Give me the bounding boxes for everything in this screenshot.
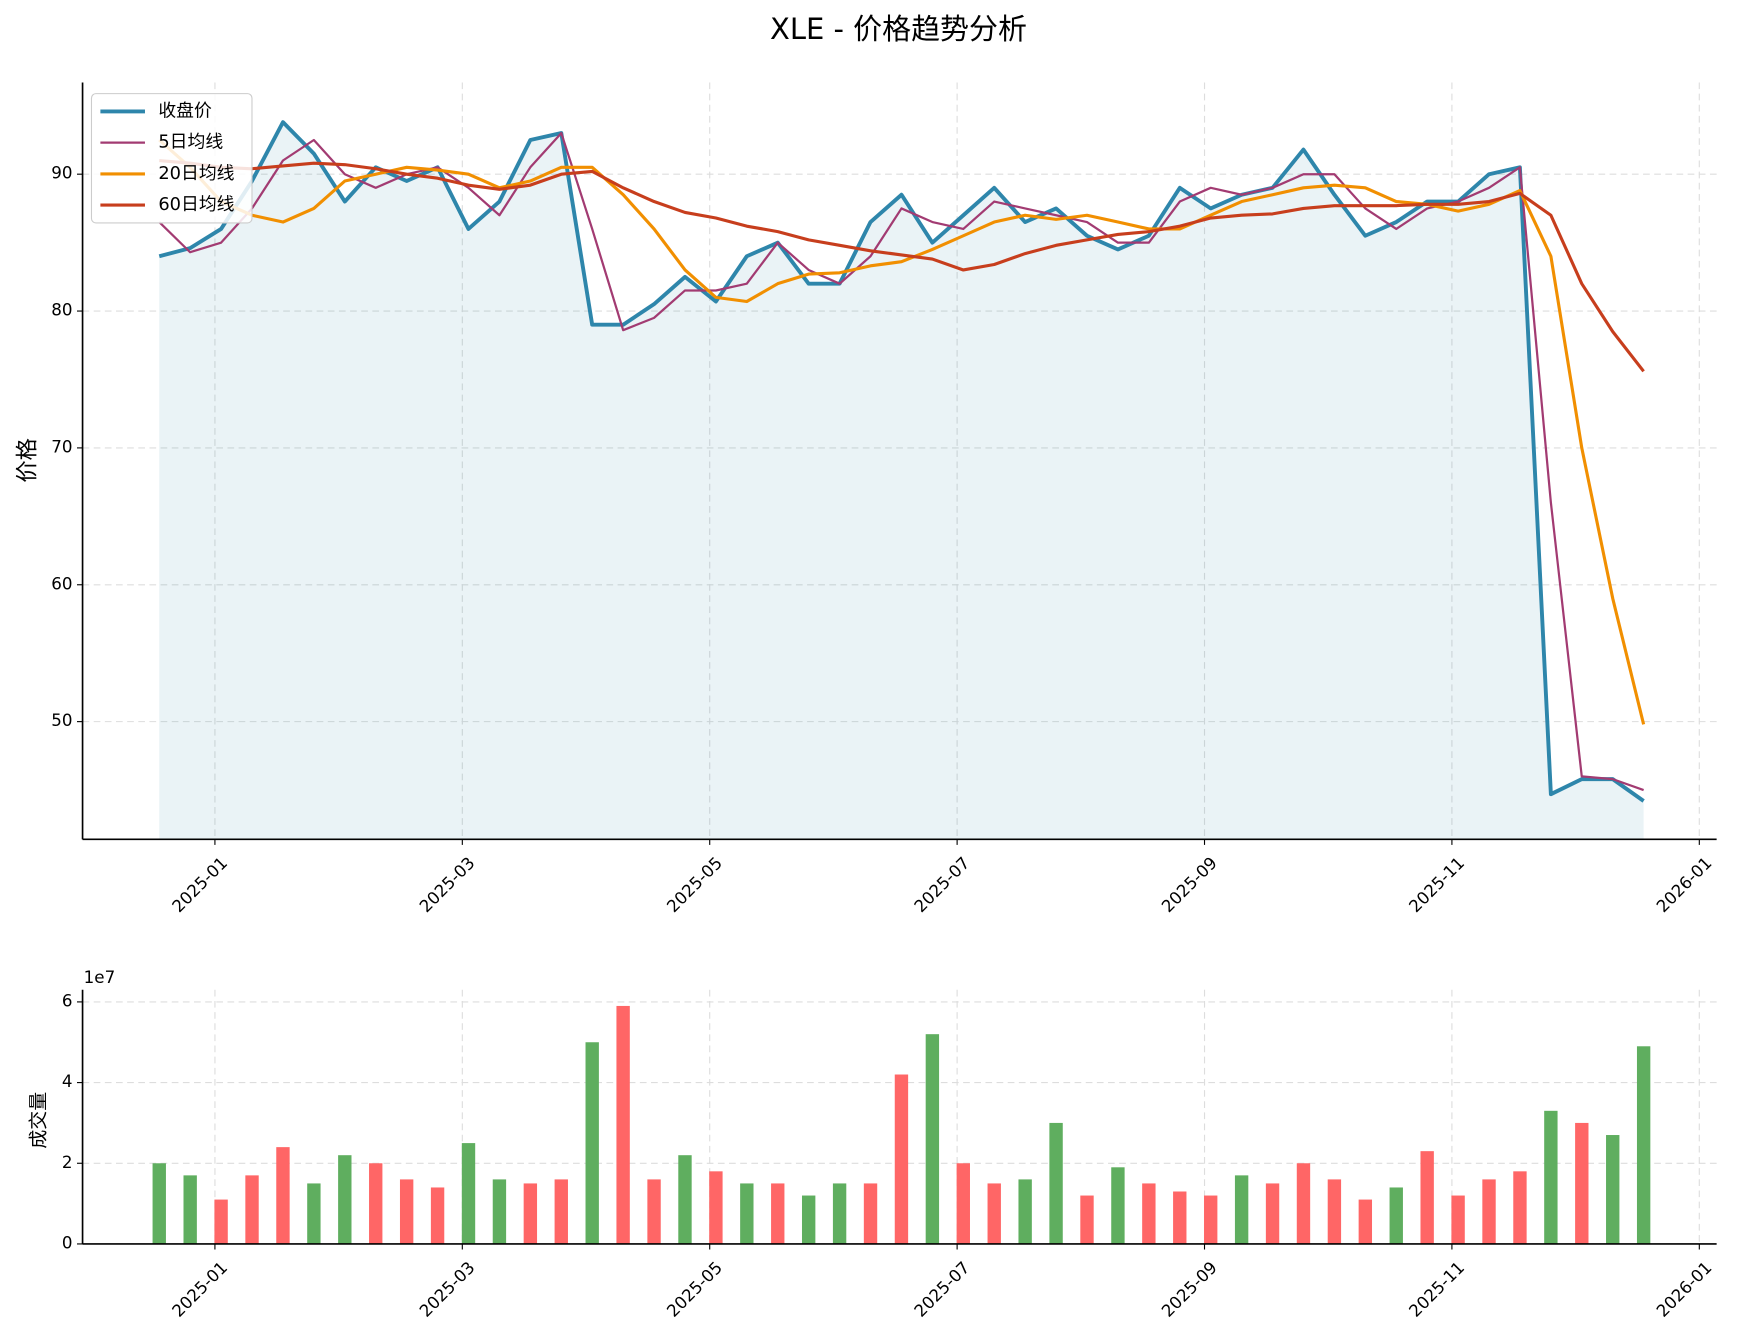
volume-bar	[152, 1163, 166, 1244]
volume-bar	[647, 1179, 661, 1244]
volume-bar	[1636, 1046, 1651, 1244]
volume-bar	[523, 1183, 538, 1244]
volume-bar	[1451, 1195, 1465, 1244]
volume-bar	[1049, 1122, 1063, 1244]
volume-bar	[399, 1179, 414, 1244]
y-axis-label: 价格	[14, 438, 40, 483]
volume-bar	[1513, 1171, 1527, 1244]
x-tick-label: 2025-07	[910, 853, 973, 916]
line-series	[158, 138, 1646, 725]
x-tick-label: 2025-09	[1157, 853, 1220, 916]
x-tick-label: 2025-01	[168, 1257, 231, 1320]
x-tick-label: 2025-03	[415, 1257, 478, 1320]
x-tick-label: 2025-05	[663, 853, 726, 916]
volume-bar	[214, 1199, 228, 1244]
volume-bar	[740, 1183, 754, 1244]
volume-bar	[307, 1183, 321, 1244]
y-tick-label: 60	[51, 573, 72, 593]
volume-bar	[863, 1183, 878, 1244]
y-tick-label: 2	[62, 1152, 73, 1172]
volume-bar	[1327, 1179, 1342, 1244]
volume-bar	[1173, 1191, 1187, 1244]
volume-bar	[461, 1143, 476, 1244]
volume-bar	[276, 1147, 290, 1244]
volume-bar	[771, 1183, 785, 1244]
volume-bar	[183, 1175, 197, 1244]
volume-bar	[1296, 1163, 1311, 1244]
area-fill	[159, 122, 1644, 840]
line-series	[158, 120, 1645, 803]
x-tick-label: 2025-09	[1157, 1257, 1220, 1320]
y-axis-label: 成交量	[28, 1092, 50, 1149]
volume-bar	[430, 1187, 445, 1244]
x-tick-label: 2025-01	[168, 853, 231, 916]
y-tick-label: 50	[51, 710, 72, 730]
volume-bar	[1389, 1187, 1403, 1244]
x-tick-label: 2025-03	[415, 853, 478, 916]
volume-bar	[338, 1155, 352, 1244]
volume-bar	[1482, 1179, 1496, 1244]
volume-bar	[245, 1175, 259, 1244]
volume-bar	[1080, 1195, 1094, 1244]
offset-label: 1e7	[84, 967, 116, 987]
volume-bar	[1606, 1135, 1620, 1244]
volume-bar	[616, 1005, 630, 1244]
volume-bar	[925, 1034, 940, 1244]
volume-bar	[987, 1183, 1001, 1244]
volume-bar	[894, 1074, 909, 1244]
line-series	[159, 158, 1645, 373]
volume-bar	[1544, 1110, 1558, 1244]
volume-bar	[492, 1179, 507, 1244]
legend-label: 5日均线	[158, 132, 223, 153]
volume-bar	[1111, 1167, 1125, 1244]
y-tick-label: 70	[51, 436, 72, 456]
y-tick-label: 90	[51, 163, 72, 183]
volume-bar	[1204, 1195, 1218, 1244]
volume-bar	[1018, 1179, 1032, 1244]
volume-bar	[709, 1171, 723, 1244]
legend-label: 60日均线	[158, 194, 234, 215]
x-tick-label: 2025-07	[910, 1257, 973, 1320]
y-tick-label: 0	[62, 1232, 73, 1252]
volume-bar	[1420, 1151, 1434, 1244]
volume-bar	[1265, 1183, 1280, 1244]
chart-title: XLE - 价格趋势分析	[770, 12, 1027, 46]
y-tick-label: 4	[62, 1071, 73, 1091]
volume-bar	[1575, 1122, 1589, 1244]
legend-label: 20日均线	[158, 163, 234, 184]
x-tick-label: 2026-01	[1652, 853, 1715, 916]
x-tick-label: 2025-11	[1405, 1257, 1468, 1320]
y-tick-label: 80	[51, 300, 72, 320]
volume-bar	[801, 1195, 816, 1244]
legend-label: 收盘价	[158, 100, 212, 121]
volume-bar	[369, 1163, 383, 1244]
volume-bar	[678, 1155, 692, 1244]
x-tick-label: 2025-11	[1405, 853, 1468, 916]
x-tick-label: 2026-01	[1652, 1257, 1715, 1320]
volume-bar	[554, 1179, 568, 1244]
volume-bar	[1234, 1175, 1249, 1244]
volume-bar	[1358, 1199, 1373, 1244]
y-tick-label: 6	[62, 990, 73, 1010]
volume-bar	[956, 1163, 970, 1244]
volume-bar	[585, 1042, 599, 1244]
volume-bar	[832, 1183, 847, 1244]
x-tick-label: 2025-05	[663, 1257, 726, 1320]
volume-bar	[1142, 1183, 1156, 1244]
legend-box	[90, 93, 253, 224]
